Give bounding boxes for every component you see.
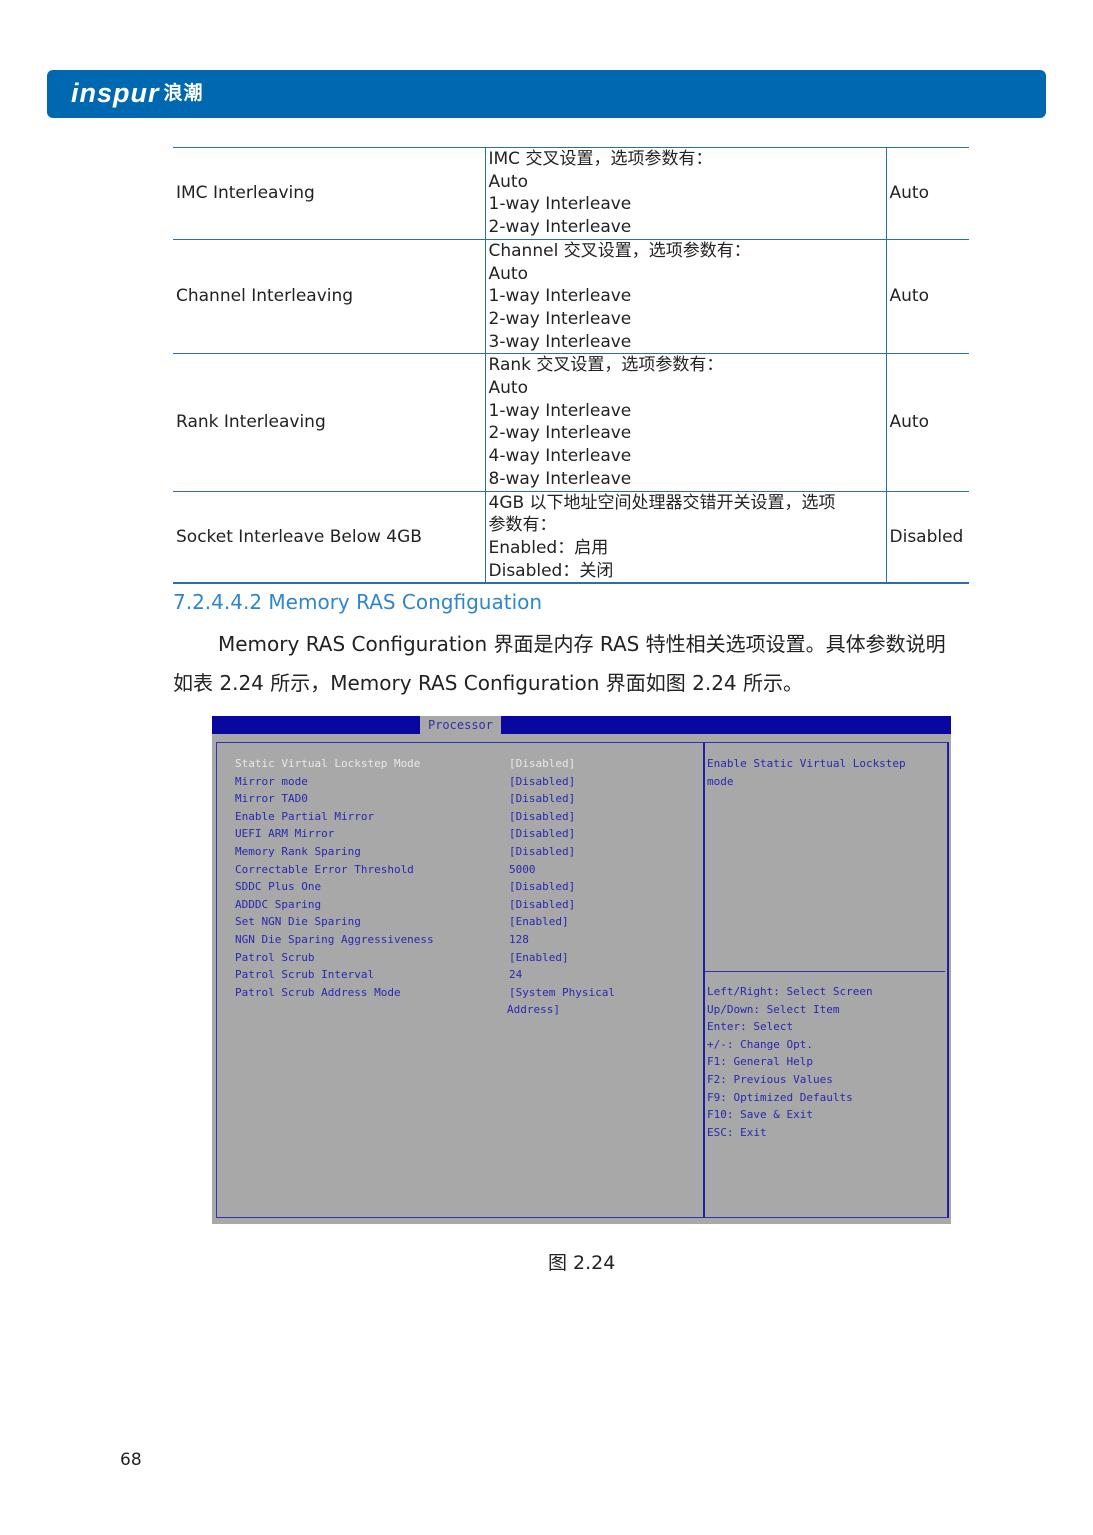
bios-item-value[interactable]: [Enabled] [509,950,569,964]
param-name: IMC Interleaving [173,147,485,240]
bios-item-value[interactable]: [Disabled] [509,827,576,841]
option-line: Auto [488,263,528,284]
bios-item[interactable]: Patrol Scrub [235,950,315,964]
param-name: Socket Interleave Below 4GB [173,490,485,585]
option-line: 4GB 以下地址空间处理器交错开关设置，选项 [488,492,836,513]
param-name: Rank Interleaving [173,353,485,492]
option-line: 1-way Interleave [488,286,632,307]
inspur-logo: inspur 浪潮 [71,78,204,108]
help-text: Enable Static Virtual Lockstep [707,757,906,770]
tab-processor[interactable]: Processor [420,716,501,734]
bios-item-value[interactable]: [System Physical [509,985,615,999]
bios-item-value[interactable]: [Disabled] [509,757,576,770]
key-hint: F2: Previous Values [707,1073,833,1086]
parameter-table: IMC Interleaving IMC 交叉设置，选项参数有： Auto 1-way… [173,147,969,585]
page-number: 68 [120,1450,142,1470]
bios-item[interactable]: Memory Rank Sparing [235,845,361,858]
bios-settings-panel: Static Virtual Lockstep Mode [Disabled] Mi… [216,742,705,1218]
divider [705,971,945,972]
help-text: mode [707,774,734,788]
param-desc: IMC 交叉设置，选项参数有： Auto 1-way Interleave 2-way… [484,147,887,240]
key-hint: Up/Down: Select Item [707,1002,840,1016]
paragraph-line: 如表 2.24 所示，Memory RAS Configuration 界面如图… [173,671,803,695]
option-line: 8-way Interleave [488,468,632,489]
option-line: IMC 交叉设置，选项参数有： [488,149,713,169]
bios-item[interactable]: Mirror mode [235,774,308,788]
bios-item[interactable]: Set NGN Die Sparing [235,915,361,929]
bios-item[interactable]: Patrol Scrub Interval [235,968,375,982]
option-line: Auto [488,171,528,192]
bios-item-value[interactable]: [Disabled] [509,809,576,823]
option-line: 参数有： [488,515,557,536]
option-line: Disabled：关闭 [488,560,614,581]
option-line: 2-way Interleave [488,308,632,329]
bios-item-value[interactable]: 24 [509,968,523,982]
bios-item-value[interactable]: 5000 [509,862,536,876]
table-row: Socket Interleave Below 4GB 4GB 以下地址空间处理器… [173,490,969,585]
bios-item[interactable]: NGN Die Sparing Aggressiveness [235,933,434,946]
param-desc: Rank 交叉设置，选项参数有： Auto 1-way Interleave 2-wa… [484,353,887,492]
bios-item[interactable]: Enable Partial Mirror [235,809,375,823]
bios-screenshot: Processor Static Virtual Lockstep Mode [D… [212,716,951,1224]
bios-item[interactable]: SDDC Plus One [235,880,322,894]
bios-item[interactable]: Mirror TAD0 [235,792,308,806]
option-line: 2-way Interleave [488,423,632,444]
param-default: Auto [886,238,969,354]
option-line: 3-way Interleave [488,331,632,352]
paragraph-line: Memory RAS Configuration 界面是内存 RAS 特性相关选… [218,632,946,656]
param-desc: 4GB 以下地址空间处理器交错开关设置，选项 参数有： Enabled：启用 Disa… [484,490,887,585]
option-line: Channel 交叉设置，选项参数有： [488,240,751,261]
bios-item-value[interactable]: 128 [509,933,529,946]
bios-item-value: Address] [507,1003,560,1017]
bios-item[interactable]: Static Virtual Lockstep Mode [235,757,421,770]
option-line: Auto [488,378,528,399]
bios-item-value[interactable]: [Disabled] [509,774,576,788]
option-line: 1-way Interleave [488,194,632,215]
param-name: Channel Interleaving [173,238,485,354]
option-line: 4-way Interleave [488,446,632,467]
option-line: 1-way Interleave [488,400,632,421]
section-heading: 7.2.4.4.2 Memory RAS Congfiguation [173,590,543,614]
param-default: Auto [886,147,969,240]
key-hint: Left/Right: Select Screen [707,985,873,998]
option-line: Rank 交叉设置，选项参数有： [488,355,724,376]
option-line: 2-way Interleave [488,217,632,238]
option-line: Enabled：启用 [488,537,609,558]
bios-item[interactable]: ADDDC Sparing [235,897,322,911]
key-hint: ESC: Exit [707,1125,767,1139]
bios-item-value[interactable]: [Disabled] [509,792,576,806]
key-hint: F9: Optimized Defaults [707,1090,853,1104]
bios-item[interactable]: Patrol Scrub Address Mode [235,985,401,999]
bios-item-value[interactable]: [Enabled] [509,915,569,929]
param-desc: Channel 交叉设置，选项参数有： Auto 1-way Interleave 2… [484,238,887,354]
table-row: Rank Interleaving Rank 交叉设置，选项参数有： Auto 1-w… [173,353,969,492]
bios-help-panel: Enable Static Virtual Lockstep mode Left/R… [705,742,949,1218]
bios-item[interactable]: Correctable Error Threshold [235,862,414,876]
key-hint: F1: General Help [707,1055,813,1069]
figure-caption: 图 2.24 [548,1252,616,1274]
bios-item-value[interactable]: [Disabled] [509,897,576,911]
key-hint: +/-: Change Opt. [707,1037,813,1051]
param-default: Disabled [886,490,969,585]
table-row: IMC Interleaving IMC 交叉设置，选项参数有： Auto 1-way… [173,147,969,240]
bios-item-value[interactable]: [Disabled] [509,845,576,858]
key-hint: F10: Save & Exit [707,1108,813,1122]
header-banner: inspur 浪潮 [47,70,1046,118]
bios-title-bar [212,716,951,734]
key-hint: Enter: Select [707,1020,794,1034]
bios-item[interactable]: UEFI ARM Mirror [235,827,335,841]
param-default: Auto [886,353,969,492]
table-row: Channel Interleaving Channel 交叉设置，选项参数有： A… [173,238,969,354]
bios-item-value[interactable]: [Disabled] [509,880,576,894]
